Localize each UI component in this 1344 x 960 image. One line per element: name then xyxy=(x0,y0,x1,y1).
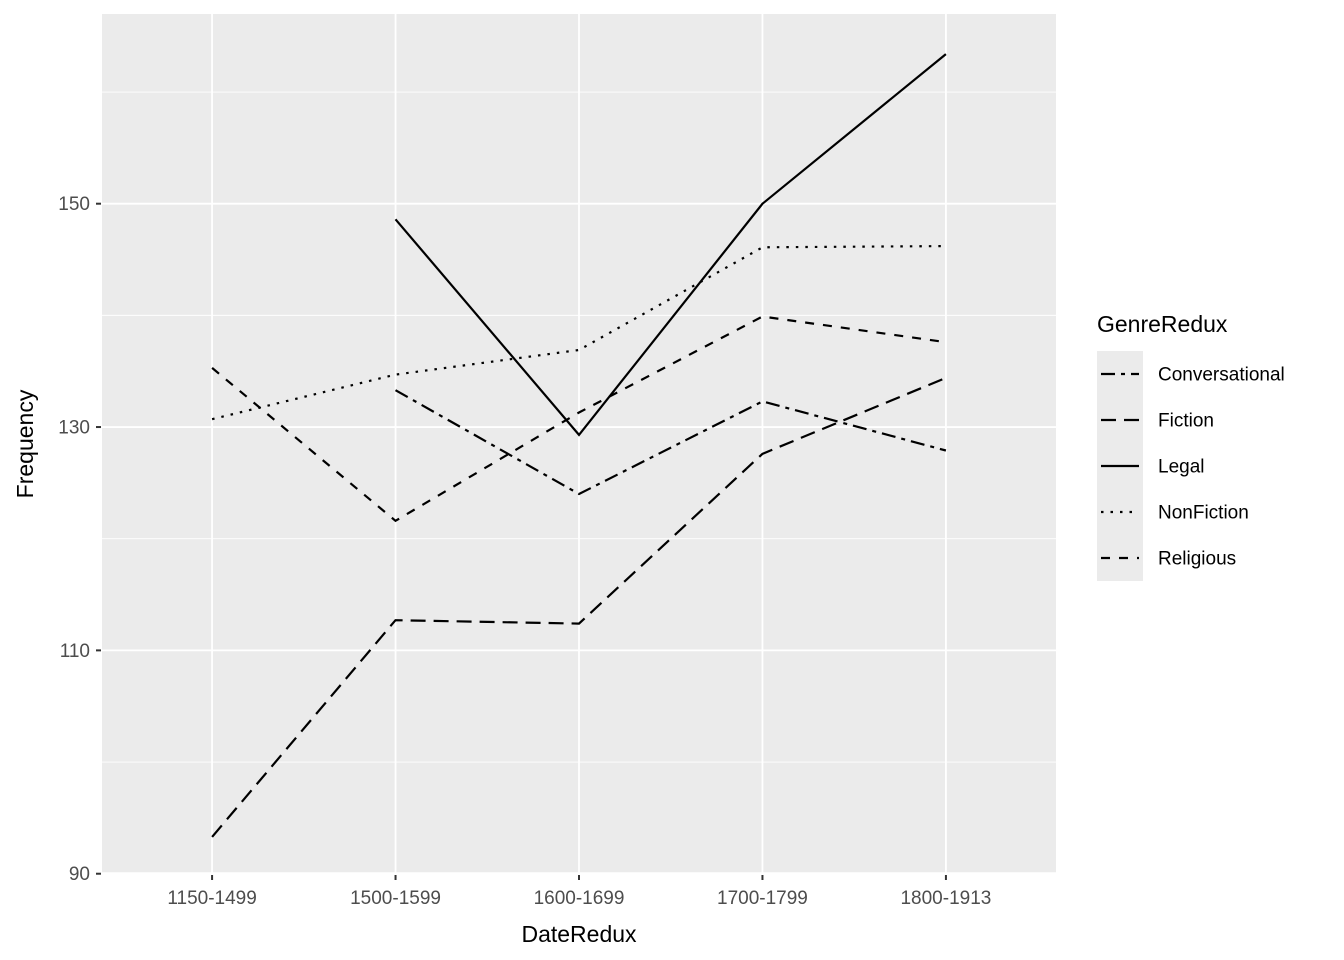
legend-item-label: Religious xyxy=(1158,549,1236,570)
legend-title: GenreRedux xyxy=(1097,311,1228,337)
x-axis-title: DateRedux xyxy=(521,921,637,947)
series-line-conversational xyxy=(394,389,947,496)
series-line-fiction xyxy=(211,376,947,838)
legend-item-religious: Religious xyxy=(1097,535,1236,581)
x-tick-label: 1800-1913 xyxy=(900,888,991,909)
y-tick-label: 110 xyxy=(60,641,90,662)
y-tick-label: 90 xyxy=(69,864,90,885)
y-axis-title: Frequency xyxy=(12,389,38,498)
x-tick-label: 1150-1499 xyxy=(167,888,256,909)
legend-item-label: Fiction xyxy=(1158,411,1214,432)
x-tick-label: 1600-1699 xyxy=(534,888,625,909)
x-tick-label: 1700-1799 xyxy=(717,888,808,909)
legend-item-label: NonFiction xyxy=(1158,503,1249,524)
y-tick-label: 150 xyxy=(58,194,90,215)
series-line-nonfiction xyxy=(211,245,946,421)
series-line-religious xyxy=(211,315,947,523)
legend-item-fiction: Fiction xyxy=(1097,397,1214,443)
series-line-legal xyxy=(394,53,947,437)
legend-item-conversational: Conversational xyxy=(1097,351,1285,397)
legend-item-legal: Legal xyxy=(1097,443,1205,489)
y-tick-label: 130 xyxy=(58,418,90,439)
legend-item-label: Legal xyxy=(1158,457,1205,478)
x-tick-label: 1500-1599 xyxy=(350,888,441,909)
legend-item-label: Conversational xyxy=(1158,365,1285,386)
legend-item-nonfiction: NonFiction xyxy=(1097,489,1249,535)
